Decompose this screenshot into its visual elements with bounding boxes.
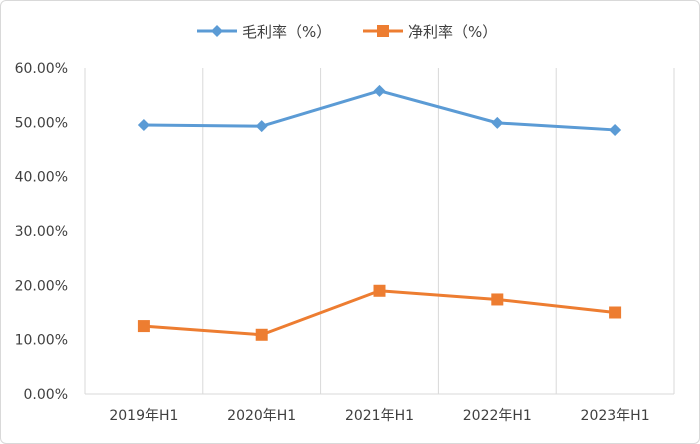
y-tick-label: 50.00% [15,115,68,131]
data-point-gross-margin [609,123,622,136]
x-tick-label: 2022年H1 [463,408,532,424]
legend-item-net-margin: 净利率（%） [363,23,497,41]
legend-marker-gross-margin [211,25,223,37]
data-point-gross-margin [137,119,150,132]
x-tick-label: 2020年H1 [227,408,296,424]
data-point-gross-margin [255,120,268,133]
legend-item-gross-margin: 毛利率（%） [197,23,331,41]
y-tick-label: 30.00% [15,224,68,240]
data-point-gross-margin [373,84,386,97]
legend-label-gross-margin: 毛利率（%） [242,23,331,41]
data-point-net-margin [255,328,268,341]
y-tick-label: 60.00% [15,61,68,77]
y-tick-label: 0.00% [24,387,68,403]
x-tick-label: 2023年H1 [581,408,650,424]
legend-marker-net-margin [377,25,389,37]
data-point-gross-margin [491,116,504,129]
plot-area: 0.00% 10.00% 20.00% 30.00% 40.00% 50.00% 60.00… [15,61,675,424]
series-line-net-margin [143,289,616,337]
data-point-net-margin [491,293,504,306]
y-tick-label: 40.00% [15,170,68,186]
data-point-net-margin [373,284,386,297]
data-point-net-margin [137,320,150,333]
legend: 毛利率（%） 净利率（%） [197,23,497,41]
data-point-net-margin [609,306,622,319]
x-tick-label: 2021年H1 [345,408,414,424]
x-tick-label: 2019年H1 [109,408,178,424]
y-tick-label: 20.00% [15,278,68,294]
y-tick-label: 10.00% [15,333,68,349]
legend-label-net-margin: 净利率（%） [408,23,497,41]
